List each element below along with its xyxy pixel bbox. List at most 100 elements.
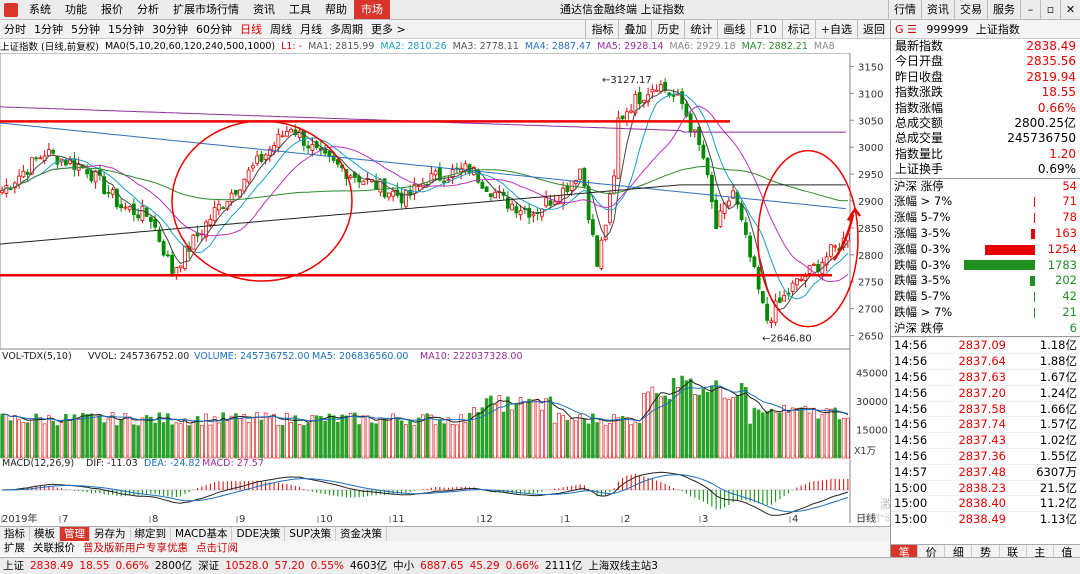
quote-tab-4[interactable]: 联 [1000,545,1027,560]
breadth-row[interactable]: 沪深 跌停 6 [891,321,1080,337]
breadth-row[interactable]: 涨幅 5-7% 78 [891,210,1080,226]
kline-chart[interactable]: 3150 3100 3050 3000 2950 2900 2850 2800 2750 2700… [0,52,985,525]
x-axis-label: 4 [792,514,798,523]
quote-prefix[interactable]: G ☰ [895,23,917,36]
status-item: 上证 [3,559,24,572]
quote-tab-3[interactable]: 势 [972,545,1000,560]
indicator-tab-3[interactable]: 另存为 [90,527,131,541]
tool-button-1[interactable]: 叠加 [618,20,651,38]
period-8[interactable]: 月线 [300,22,322,36]
close-icon[interactable]: ✕ [1060,0,1080,19]
kline-chart-area[interactable]: 3150 3100 3050 3000 2950 2900 2850 2800 2750 2700… [0,52,985,525]
volume-bar [480,407,485,459]
menu-item-1[interactable]: 功能 [65,2,87,16]
period-3[interactable]: 15分钟 [108,22,144,36]
tool-button-5[interactable]: F10 [750,20,781,38]
period-1[interactable]: 1分钟 [34,22,63,36]
volume-bar [518,397,523,459]
top-right-button-0[interactable]: 行情 [888,0,921,19]
volume-bar [314,415,319,459]
period-9[interactable]: 多周期 [330,22,363,36]
volume-bar [306,423,310,459]
indicator-tab-6[interactable]: DDE决策 [232,527,286,541]
indicator-tab-1[interactable]: 模板 [30,527,60,541]
breadth-label: 沪深 涨停 [894,178,944,193]
maximize-icon[interactable]: ▫ [1040,0,1060,19]
top-right-button-2[interactable]: 交易 [954,0,987,19]
top-right-button-3[interactable]: 服务 [987,0,1020,19]
candle-body [306,145,311,149]
quote-tab-1[interactable]: 价 [918,545,946,560]
candle-body [544,197,549,207]
breadth-row[interactable]: 沪深 涨停 54 [891,179,1080,195]
tool-button-0[interactable]: 指标 [585,20,618,38]
indicator-tab-5[interactable]: MACD基本 [171,527,233,541]
period-4[interactable]: 30分钟 [152,22,188,36]
menu-item-2[interactable]: 报价 [101,2,123,16]
extension-tab-2[interactable]: 普及版新用户专享优惠 [83,542,188,554]
menu-item-0[interactable]: 系统 [29,2,51,16]
indicator-tab-8[interactable]: 资金决策 [336,527,387,541]
volume-bar [497,395,502,459]
breadth-row[interactable]: 跌幅 0-3% 1783 [891,258,1080,274]
candle-body [646,94,651,103]
candle-body [178,265,183,269]
extension-tab-0[interactable]: 扩展 [4,542,25,554]
period-2[interactable]: 5分钟 [71,22,100,36]
tool-button-2[interactable]: 历史 [651,20,684,38]
x-axis-label: 7 [62,514,68,523]
period-0[interactable]: 分时 [4,22,26,36]
candle-body [85,169,90,175]
menu-item-4[interactable]: 扩展市场行情 [173,2,239,16]
volume-bar [361,415,366,459]
tick-price: 2837.36 [958,449,1006,464]
indicator-tab-7[interactable]: SUP决策 [285,527,336,541]
ma4-label: MA4: 2887.47 [524,40,592,52]
menu-item-market[interactable]: 市场 [354,0,390,19]
volume-bar [790,407,795,459]
quote-value: 2800.25亿 [1014,115,1076,130]
ma-legend: 上证指数 (日线,前复权) MA0(5,10,20,60,120,240,500… [0,39,850,54]
breadth-row[interactable]: 跌幅 > 7% 21 [891,305,1080,321]
tool-button-4[interactable]: 画线 [717,20,750,38]
breadth-row[interactable]: 涨幅 0-3% 1254 [891,242,1080,258]
menu-item-7[interactable]: 帮助 [325,2,347,16]
candle-body [34,157,39,160]
minimize-icon[interactable]: – [1020,0,1040,19]
quote-tab-2[interactable]: 细 [945,545,973,560]
period-5[interactable]: 60分钟 [196,22,232,36]
breadth-row[interactable]: 跌幅 5-7% 42 [891,289,1080,305]
breadth-label: 跌幅 > 7% [894,304,953,319]
quote-tab-5[interactable]: 主 [1027,545,1054,560]
volume-bar [633,421,638,459]
ma4-line [1,165,848,202]
quote-tab-0[interactable]: 笔 [891,545,919,560]
menu-item-3[interactable]: 分析 [137,2,159,16]
ma5-line [0,106,846,133]
extension-tab-1[interactable]: 关联报价 [33,542,75,554]
tool-button-8[interactable]: 返回 [857,20,890,38]
breadth-row[interactable]: 涨幅 3-5% 163 [891,226,1080,242]
extension-tab-3[interactable]: 点击订阅 [196,542,238,554]
period-6[interactable]: 日线 [240,22,262,36]
candle-body [191,234,196,250]
top-right-button-1[interactable]: 资讯 [921,0,954,19]
breadth-row[interactable]: 跌幅 3-5% 202 [891,273,1080,289]
volume-bar [748,423,752,459]
volume-bar [807,412,812,459]
indicator-tab-2[interactable]: 管理 [60,527,90,541]
candle-body [650,88,655,93]
volume-bar [13,414,17,459]
tool-button-7[interactable]: +自选 [814,20,857,38]
tool-button-6[interactable]: 标记 [781,20,815,38]
period-10[interactable]: 更多 > [371,22,406,36]
menu-item-6[interactable]: 工具 [289,2,311,16]
breadth-row[interactable]: 涨幅 > 7% 71 [891,194,1080,210]
candle-body [4,185,9,194]
indicator-tab-4[interactable]: 绑定到 [131,527,171,541]
period-7[interactable]: 周线 [270,22,292,36]
menu-item-5[interactable]: 资讯 [253,2,275,16]
volume-bar [98,415,102,459]
tool-button-3[interactable]: 统计 [684,20,717,38]
indicator-tab-0[interactable]: 指标 [0,527,30,541]
